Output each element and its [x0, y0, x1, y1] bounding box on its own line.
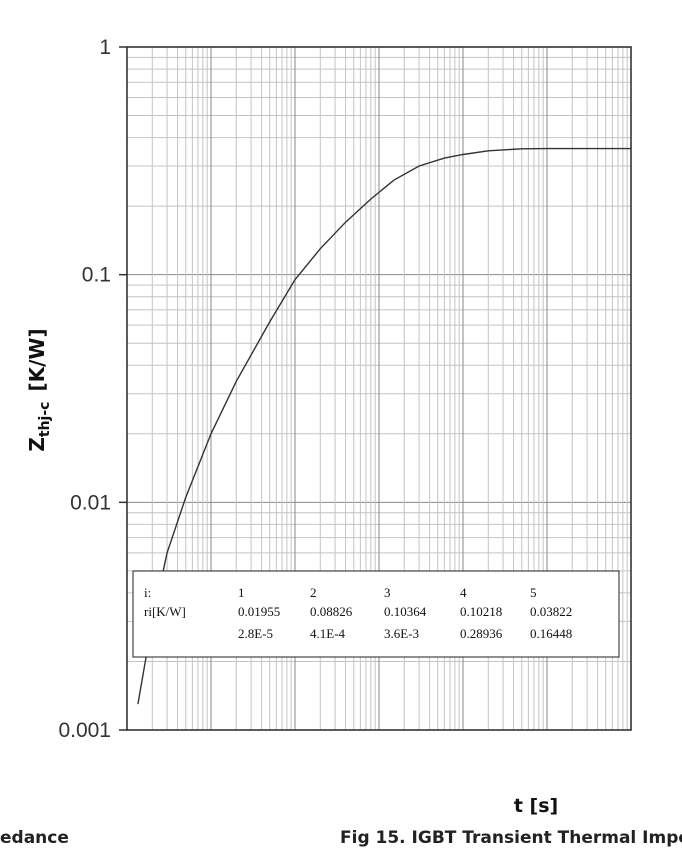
x-axis-label: t [s]	[514, 795, 558, 817]
y-label-subscript: thj-c	[37, 402, 53, 438]
table-cell: 0.01955	[238, 604, 280, 619]
table-cells: i: 1 2 3 4 5 ri[K/W] 0.01955 0.08826 0.10364 0.102…	[144, 585, 572, 641]
y-axis-label: Zthj-c [K/W]	[25, 328, 53, 451]
table-cell: 0.28936	[460, 626, 503, 641]
table-cell: 0.03822	[530, 604, 572, 619]
caption-left: edance	[0, 828, 69, 848]
table-box	[132, 570, 620, 658]
figure-caption: Fig 15. IGBT Transient Thermal Impe	[340, 828, 682, 848]
table-header-cell: 1	[238, 585, 245, 600]
table-cell: 4.1E-4	[310, 626, 346, 641]
y-label-main: Z	[25, 437, 49, 452]
thermal-model-table: i: 1 2 3 4 5 ri[K/W] 0.01955 0.08826 0.10364 0.102…	[132, 570, 620, 658]
table-header-cell: 2	[310, 585, 317, 600]
y-tick-label: 0.1	[82, 264, 111, 287]
y-label-unit: [K/W]	[25, 328, 49, 391]
table-cell: 0.10364	[384, 604, 427, 619]
table-header-cell: 5	[530, 585, 537, 600]
table-cell: 0.08826	[310, 604, 353, 619]
table-cell: 0.16448	[530, 626, 572, 641]
table-cell: ri[K/W]	[144, 604, 186, 619]
y-tick-label: 0.001	[58, 719, 111, 742]
plot-frame	[126, 46, 632, 731]
series-line-zth	[137, 147, 631, 705]
table-header-cell: i:	[144, 585, 151, 600]
y-tick-label: 1	[99, 36, 111, 59]
y-tick-label: 0.01	[70, 491, 111, 514]
table-header-cell: 4	[460, 585, 467, 600]
curve-layer	[137, 147, 631, 705]
table-cell: 2.8E-5	[238, 626, 273, 641]
table-cell: 3.6E-3	[384, 626, 419, 641]
table-cell: 0.10218	[460, 604, 502, 619]
y-axis-ticks: 1 0.1 0.01 0.001	[58, 36, 127, 742]
table-header-cell: 3	[384, 585, 391, 600]
